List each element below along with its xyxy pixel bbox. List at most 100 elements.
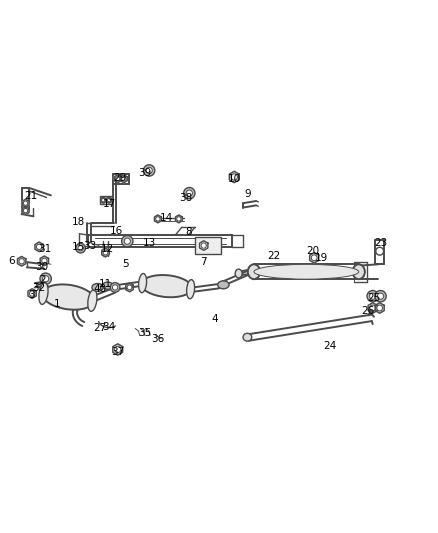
Ellipse shape — [42, 285, 94, 310]
Circle shape — [23, 208, 28, 213]
Circle shape — [40, 273, 51, 285]
Polygon shape — [101, 197, 106, 203]
Text: 25: 25 — [367, 293, 381, 303]
Circle shape — [102, 198, 105, 202]
Text: 32: 32 — [32, 284, 46, 293]
Circle shape — [231, 174, 237, 180]
Text: 11: 11 — [99, 279, 112, 289]
Bar — [100, 196, 113, 204]
Polygon shape — [28, 289, 36, 298]
Ellipse shape — [243, 333, 252, 341]
Ellipse shape — [187, 280, 194, 299]
Ellipse shape — [138, 273, 147, 293]
Circle shape — [311, 255, 317, 261]
Circle shape — [122, 236, 133, 247]
Circle shape — [29, 291, 35, 296]
Polygon shape — [155, 215, 161, 223]
Circle shape — [201, 243, 206, 248]
Circle shape — [42, 276, 49, 282]
Text: 36: 36 — [151, 334, 165, 344]
Polygon shape — [106, 197, 112, 203]
Polygon shape — [40, 256, 49, 265]
Text: 34: 34 — [102, 322, 116, 332]
Polygon shape — [176, 215, 182, 223]
Ellipse shape — [218, 281, 229, 289]
Text: 2: 2 — [39, 276, 46, 286]
Polygon shape — [113, 344, 123, 355]
Text: 30: 30 — [35, 262, 49, 271]
Text: 5: 5 — [122, 260, 128, 269]
Circle shape — [23, 201, 28, 205]
Circle shape — [42, 258, 47, 263]
Polygon shape — [114, 175, 121, 183]
Text: 31: 31 — [38, 244, 51, 254]
Polygon shape — [230, 171, 239, 183]
Circle shape — [146, 167, 152, 174]
Text: 38: 38 — [180, 192, 193, 203]
Text: 17: 17 — [102, 199, 116, 209]
Text: 26: 26 — [361, 306, 374, 316]
Text: 9: 9 — [244, 189, 251, 199]
Text: 1: 1 — [54, 298, 61, 309]
Circle shape — [378, 293, 384, 300]
Circle shape — [103, 250, 108, 255]
Ellipse shape — [39, 282, 48, 304]
Polygon shape — [35, 242, 43, 252]
Ellipse shape — [254, 264, 359, 279]
Bar — [195, 237, 221, 254]
Text: 29: 29 — [113, 173, 126, 183]
Circle shape — [107, 198, 111, 202]
Polygon shape — [22, 199, 29, 207]
Ellipse shape — [141, 275, 192, 297]
Text: 40: 40 — [94, 284, 107, 294]
Text: 37: 37 — [111, 346, 124, 357]
Text: 19: 19 — [315, 253, 328, 263]
Text: 23: 23 — [374, 238, 387, 248]
Text: 35: 35 — [138, 328, 152, 338]
Ellipse shape — [235, 269, 242, 278]
Circle shape — [370, 293, 376, 300]
Polygon shape — [368, 303, 377, 313]
Text: 6: 6 — [8, 256, 15, 266]
Ellipse shape — [248, 264, 260, 279]
Text: 8: 8 — [185, 227, 192, 237]
Circle shape — [76, 244, 85, 253]
Circle shape — [122, 176, 126, 181]
Circle shape — [377, 305, 382, 311]
Text: 16: 16 — [110, 225, 123, 236]
Circle shape — [113, 285, 118, 290]
Text: 7: 7 — [201, 257, 207, 267]
Circle shape — [177, 217, 181, 221]
Text: 10: 10 — [228, 174, 241, 184]
Circle shape — [186, 190, 192, 196]
Text: 13: 13 — [142, 238, 156, 248]
Polygon shape — [102, 248, 109, 257]
Circle shape — [127, 285, 132, 290]
Circle shape — [375, 290, 386, 302]
Circle shape — [115, 346, 121, 352]
Polygon shape — [22, 207, 29, 215]
Circle shape — [36, 244, 42, 249]
Text: 15: 15 — [72, 242, 85, 252]
Circle shape — [110, 282, 120, 292]
Text: 18: 18 — [72, 217, 85, 227]
Text: 14: 14 — [160, 213, 173, 223]
Polygon shape — [200, 241, 208, 251]
Ellipse shape — [92, 284, 103, 292]
Circle shape — [156, 217, 160, 221]
Polygon shape — [126, 283, 133, 292]
Text: 20: 20 — [306, 246, 319, 256]
Circle shape — [19, 259, 24, 264]
Text: 39: 39 — [138, 168, 152, 177]
Circle shape — [184, 188, 195, 199]
Ellipse shape — [102, 282, 113, 289]
Text: 22: 22 — [267, 252, 280, 262]
Circle shape — [144, 165, 155, 176]
Text: 27: 27 — [94, 324, 107, 334]
Text: 33: 33 — [83, 240, 96, 251]
Polygon shape — [18, 256, 26, 266]
Ellipse shape — [353, 264, 365, 279]
Text: 4: 4 — [211, 314, 218, 324]
Circle shape — [124, 238, 131, 244]
Circle shape — [116, 176, 120, 181]
